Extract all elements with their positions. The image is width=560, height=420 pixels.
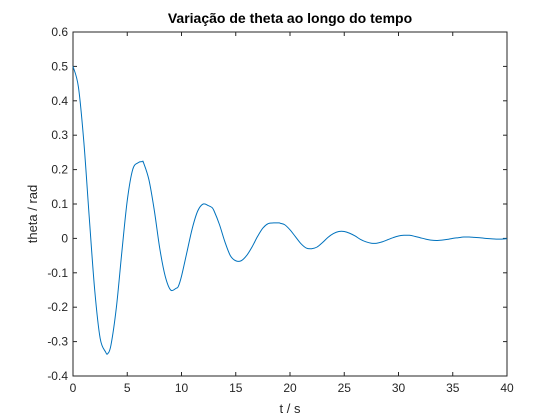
y-tick-label: 0 — [61, 231, 68, 245]
x-tick-label: 5 — [124, 381, 131, 395]
y-tick-label: 0.2 — [51, 163, 68, 177]
y-tick-label: 0.6 — [51, 25, 68, 39]
x-tick-label: 35 — [446, 381, 460, 395]
series-line — [72, 66, 508, 355]
y-tick-label: 0.4 — [51, 94, 68, 108]
plot-frame — [72, 31, 508, 377]
y-tick-label: -0.4 — [47, 369, 68, 383]
x-tick-label: 25 — [338, 381, 352, 395]
chart-title: Variação de theta ao longo do tempo — [168, 10, 412, 26]
x-tick-label: 30 — [392, 381, 406, 395]
x-axis: 0 5 10 15 20 25 30 35 40 — [70, 32, 514, 395]
y-tick-label: -0.1 — [47, 266, 68, 280]
x-tick-label: 15 — [229, 381, 243, 395]
y-tick-label: 0.5 — [51, 59, 68, 73]
x-tick-label: 20 — [283, 381, 297, 395]
y-tick-label: -0.3 — [47, 335, 68, 349]
plot-area — [72, 31, 508, 377]
y-tick-label: 0.3 — [51, 128, 68, 142]
y-tick-label: -0.2 — [47, 300, 68, 314]
x-tick-label: 40 — [500, 381, 514, 395]
y-tick-label: 0.1 — [51, 197, 68, 211]
y-axis-label: theta / rad — [25, 185, 40, 244]
x-tick-label: 10 — [175, 381, 189, 395]
y-axis: -0.4 -0.3 -0.2 -0.1 0 0.1 0.2 0.3 0.4 0.5 0.6 — [47, 25, 507, 383]
x-axis-label: t / s — [280, 401, 301, 416]
x-tick-label: 0 — [70, 381, 77, 395]
